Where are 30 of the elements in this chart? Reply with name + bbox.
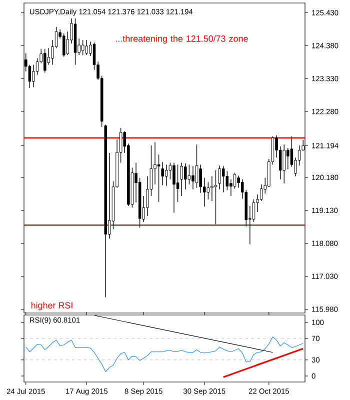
candlestick [188, 164, 191, 185]
annotation: ...threatening the 121.50/73 zone [116, 35, 248, 44]
candlestick [282, 144, 286, 184]
candlestick [222, 166, 225, 193]
candlestick [206, 182, 210, 200]
candlestick [43, 48, 46, 73]
candlestick [237, 175, 240, 188]
candlestick [199, 164, 202, 194]
candlestick [192, 166, 194, 190]
candlestick [32, 64, 35, 88]
annotation: higher RSI [31, 302, 72, 310]
candlestick [172, 162, 176, 213]
candlestick [157, 154, 160, 202]
candlestick [226, 170, 229, 190]
candlestick [260, 184, 263, 202]
candlestick [165, 164, 168, 186]
candlestick [176, 164, 180, 202]
candlestick [62, 33, 66, 57]
candlestick [210, 176, 214, 202]
candlestick [85, 40, 88, 56]
candlestick [180, 162, 183, 196]
candlestick [233, 172, 236, 190]
candlestick [195, 144, 198, 188]
candlestick [214, 170, 218, 225]
candlestick [81, 40, 84, 56]
candlestick [252, 199, 256, 222]
candlestick [286, 148, 290, 170]
candlestick [161, 162, 164, 186]
candlestick [184, 162, 187, 190]
candlestick [218, 165, 221, 190]
